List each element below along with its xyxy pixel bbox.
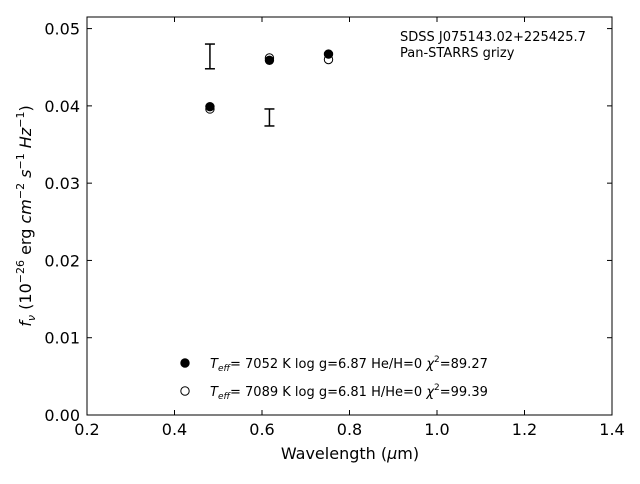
x-tick-label: 0.2 (74, 420, 99, 439)
annotation-line-1: SDSS J075143.02+225425.7 (400, 30, 586, 45)
observed-errorbar (204, 43, 215, 70)
marks-layer (204, 43, 334, 127)
x-axis-title: Wavelength (μm) (281, 444, 419, 463)
model-point-filled (323, 49, 334, 59)
model-point-filled (264, 55, 275, 65)
x-tick-label: 0.6 (249, 420, 274, 439)
y-tick-label: 0.03 (44, 174, 80, 193)
y-tick-label: 0.04 (44, 97, 80, 116)
observed-errorbar (264, 108, 275, 127)
x-tick-label: 0.4 (162, 420, 187, 439)
x-tick-label: 1.2 (512, 420, 537, 439)
legend-label-2: Teff= 7089 K log g=6.81 H/He=0 χ2=99.39 (210, 383, 488, 402)
legend-marker-filled (180, 358, 190, 368)
y-tick-label: 0.02 (44, 251, 80, 270)
y-tick-label: 0.01 (44, 329, 80, 348)
y-tick-label: 0.05 (44, 20, 80, 39)
plot-frame (86, 16, 613, 416)
legend-label-1: Teff= 7052 K log g=6.87 He/H=0 χ2=89.27 (210, 355, 488, 374)
annotation-line-2: Pan-STARRS grizy (400, 46, 515, 61)
x-tick-label: 1.4 (599, 420, 624, 439)
x-tick-label: 1.0 (424, 420, 449, 439)
model-point-filled (205, 101, 215, 112)
legend: Teff= 7052 K log g=6.87 He/H=0 χ2=89.27 … (180, 355, 488, 402)
y-tick-label: 0.00 (44, 406, 80, 425)
legend-marker-open (180, 386, 190, 396)
y-axis-title: fν (10−26 erg cm−2 s−1 Hz−1) (14, 105, 38, 326)
x-tick-label: 0.8 (337, 420, 362, 439)
ticks-layer: 0.2 0.4 0.6 0.8 1.0 1.2 1.4 0.00 0.01 0.02 0.03 0.0… (44, 17, 625, 439)
